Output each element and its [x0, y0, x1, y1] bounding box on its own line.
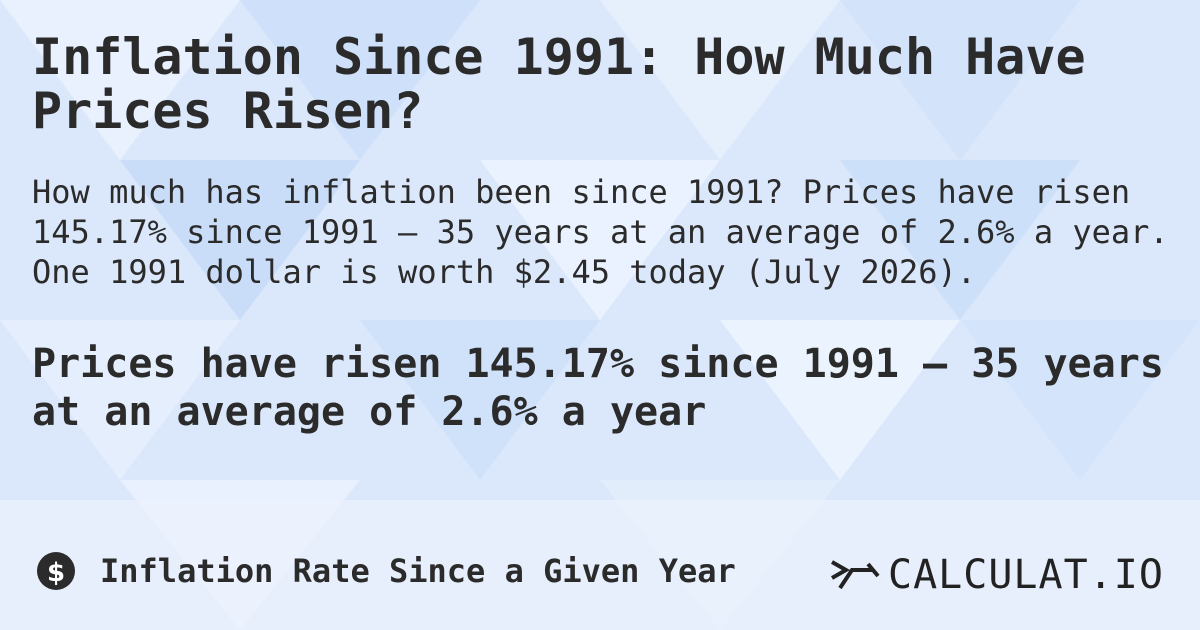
- footer-label[interactable]: Inflation Rate Since a Given Year: [100, 552, 736, 590]
- svg-text:$: $: [47, 558, 65, 588]
- brand-logo[interactable]: CALCULAT.IO: [888, 552, 1164, 598]
- highlight: Prices have risen 145.17% since 1991 — 3…: [32, 341, 1164, 435]
- title: Inflation Since 1991: How Much Have Pric…: [32, 28, 1086, 140]
- description: How much has inflation been since 1991? …: [32, 173, 1169, 291]
